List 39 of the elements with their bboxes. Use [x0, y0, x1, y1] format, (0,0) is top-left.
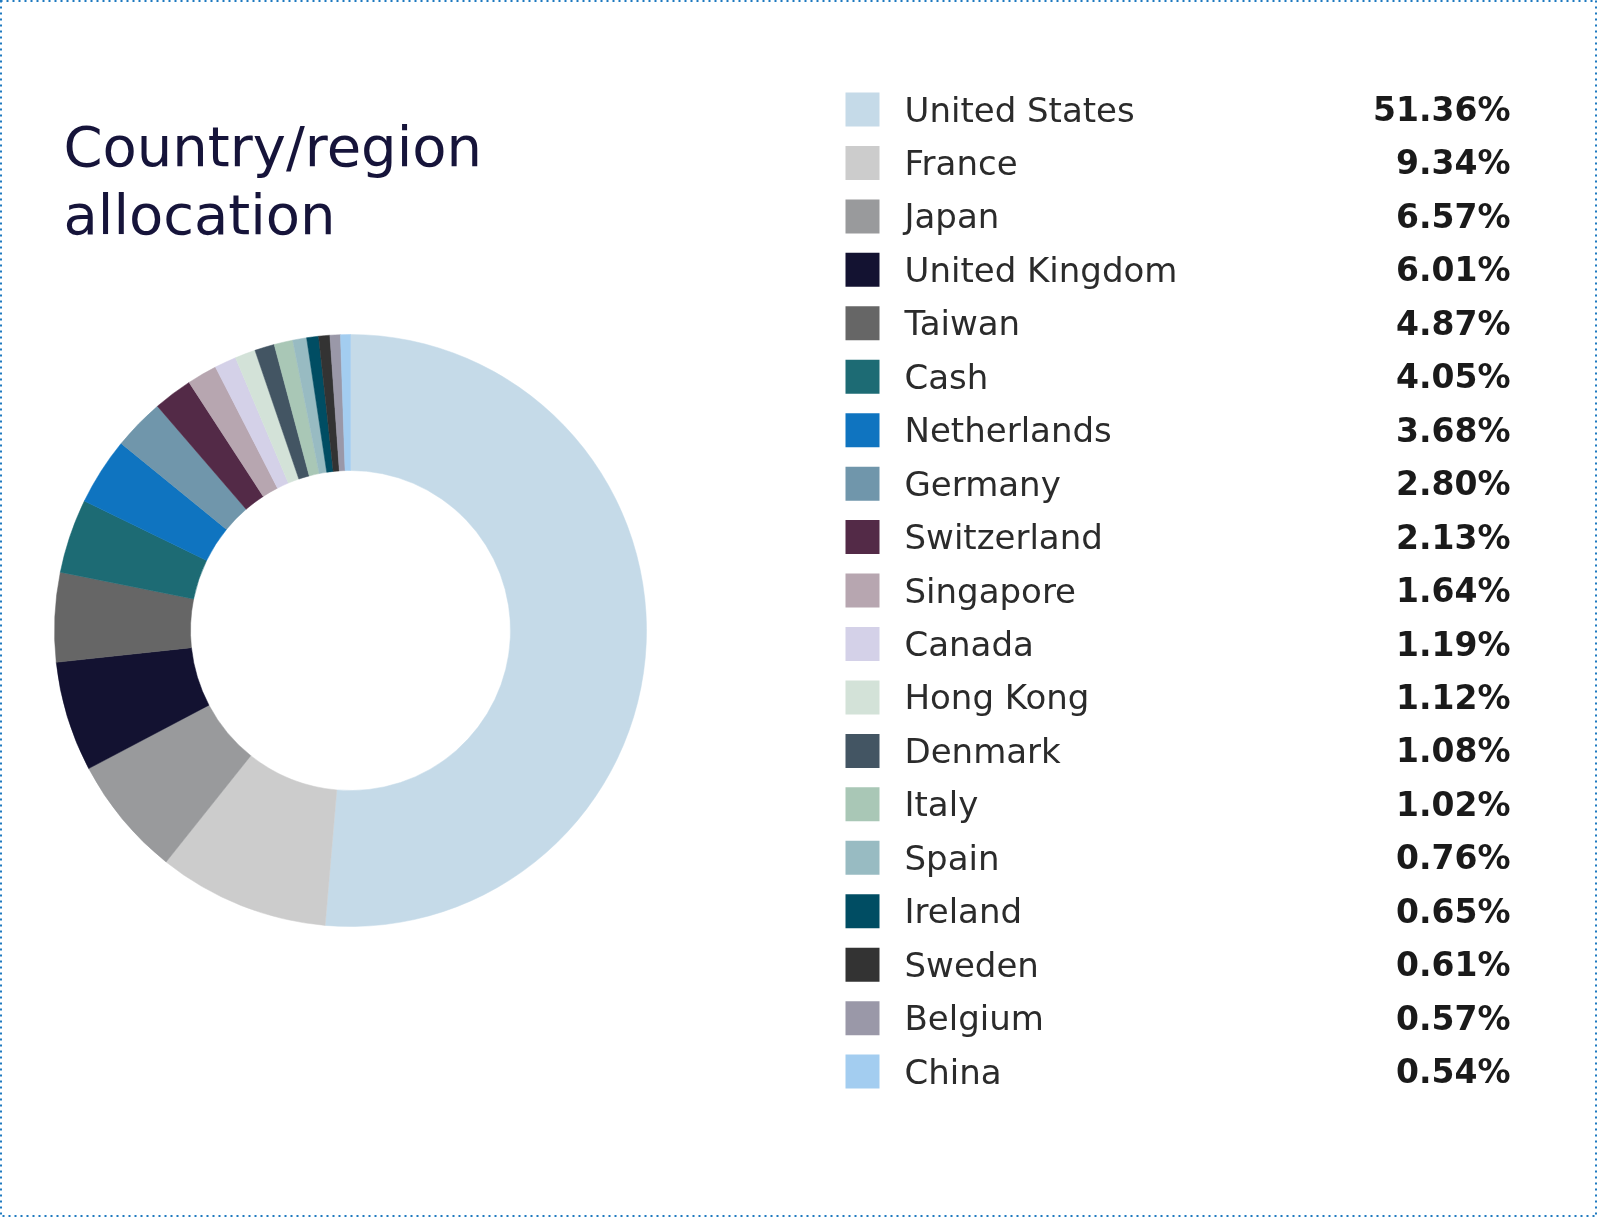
legend-label: Cash: [904, 356, 989, 397]
legend-label: Taiwan: [903, 303, 1021, 344]
data-label: 0.54%: [1396, 1052, 1511, 1092]
legend-label: Spain: [904, 837, 1000, 878]
data-label: 0.65%: [1396, 891, 1511, 931]
legend-label: Germany: [904, 463, 1061, 504]
data-label: 1.64%: [1396, 571, 1511, 611]
data-label: 9.34%: [1396, 143, 1511, 183]
data-label: 0.61%: [1396, 945, 1511, 985]
legend-label: United Kingdom: [904, 249, 1178, 290]
data-label: 3.68%: [1396, 410, 1511, 450]
data-label: 0.76%: [1396, 838, 1511, 878]
legend-label: Ireland: [904, 891, 1023, 932]
legend-label: Singapore: [904, 570, 1077, 611]
data-label: 0.57%: [1396, 998, 1511, 1038]
data-label: 1.12%: [1396, 677, 1511, 717]
data-label: 1.19%: [1396, 624, 1511, 664]
legend-label: United States: [904, 89, 1135, 130]
data-label: 2.13%: [1396, 517, 1511, 557]
legend-label: Denmark: [904, 730, 1062, 771]
data-label: 6.57%: [1396, 196, 1511, 236]
data-label: 2.80%: [1396, 464, 1511, 504]
legend-label: Sweden: [904, 944, 1039, 985]
legend-label: Hong Kong: [904, 677, 1090, 718]
data-label: 4.87%: [1396, 303, 1511, 343]
data-label: 6.01%: [1396, 250, 1511, 290]
text: Country/region allocation: [63, 114, 482, 247]
legend-label: Italy: [904, 784, 979, 825]
legend-label: Canada: [904, 624, 1034, 664]
data-label: 1.02%: [1396, 784, 1511, 824]
data-label: 1.08%: [1396, 731, 1511, 771]
legend-label: Netherlands: [904, 410, 1112, 451]
legend-label: Belgium: [904, 998, 1044, 1039]
data-label: 4.05%: [1396, 357, 1511, 397]
legend-label: Japan: [902, 196, 1000, 237]
legend-label: China: [904, 1051, 1002, 1092]
legend-label: France: [904, 142, 1018, 183]
legend-label: Switzerland: [904, 517, 1103, 558]
data-label: 51.36%: [1373, 90, 1511, 129]
